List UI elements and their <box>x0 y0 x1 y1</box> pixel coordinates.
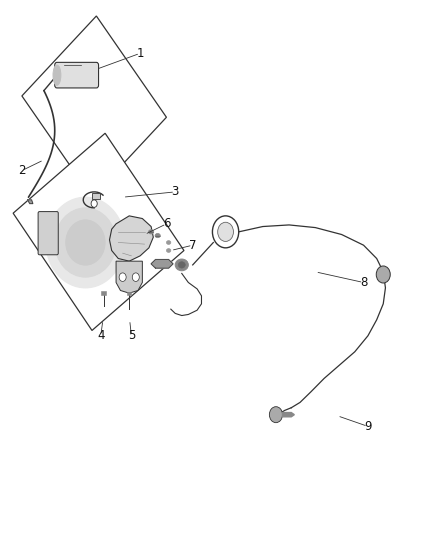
Ellipse shape <box>46 197 125 288</box>
Polygon shape <box>283 413 294 417</box>
Text: 2: 2 <box>18 164 26 177</box>
Text: 9: 9 <box>364 420 372 433</box>
Text: 7: 7 <box>189 239 197 252</box>
Circle shape <box>376 266 390 283</box>
Polygon shape <box>116 261 142 293</box>
Text: 1: 1 <box>136 47 144 60</box>
Ellipse shape <box>55 208 116 277</box>
Ellipse shape <box>155 233 160 238</box>
Polygon shape <box>151 260 173 268</box>
Circle shape <box>132 273 139 281</box>
Polygon shape <box>110 216 153 261</box>
Ellipse shape <box>166 241 171 244</box>
FancyBboxPatch shape <box>38 212 58 255</box>
Bar <box>101 291 106 295</box>
Circle shape <box>119 273 126 281</box>
Text: 3: 3 <box>172 185 179 198</box>
Polygon shape <box>22 16 166 197</box>
Bar <box>127 292 131 295</box>
Circle shape <box>218 222 233 241</box>
Text: 5: 5 <box>128 329 135 342</box>
Circle shape <box>212 216 239 248</box>
Ellipse shape <box>53 65 61 85</box>
Text: 8: 8 <box>360 276 367 289</box>
Text: 6: 6 <box>162 217 170 230</box>
Ellipse shape <box>178 262 185 268</box>
Ellipse shape <box>148 230 154 234</box>
Bar <box>92 193 100 199</box>
Circle shape <box>269 407 283 423</box>
Circle shape <box>91 200 97 207</box>
Text: 4: 4 <box>97 329 105 342</box>
Polygon shape <box>13 133 184 330</box>
Ellipse shape <box>66 220 105 265</box>
FancyBboxPatch shape <box>55 62 99 88</box>
Polygon shape <box>28 200 33 204</box>
Ellipse shape <box>166 248 171 253</box>
Ellipse shape <box>175 259 188 271</box>
